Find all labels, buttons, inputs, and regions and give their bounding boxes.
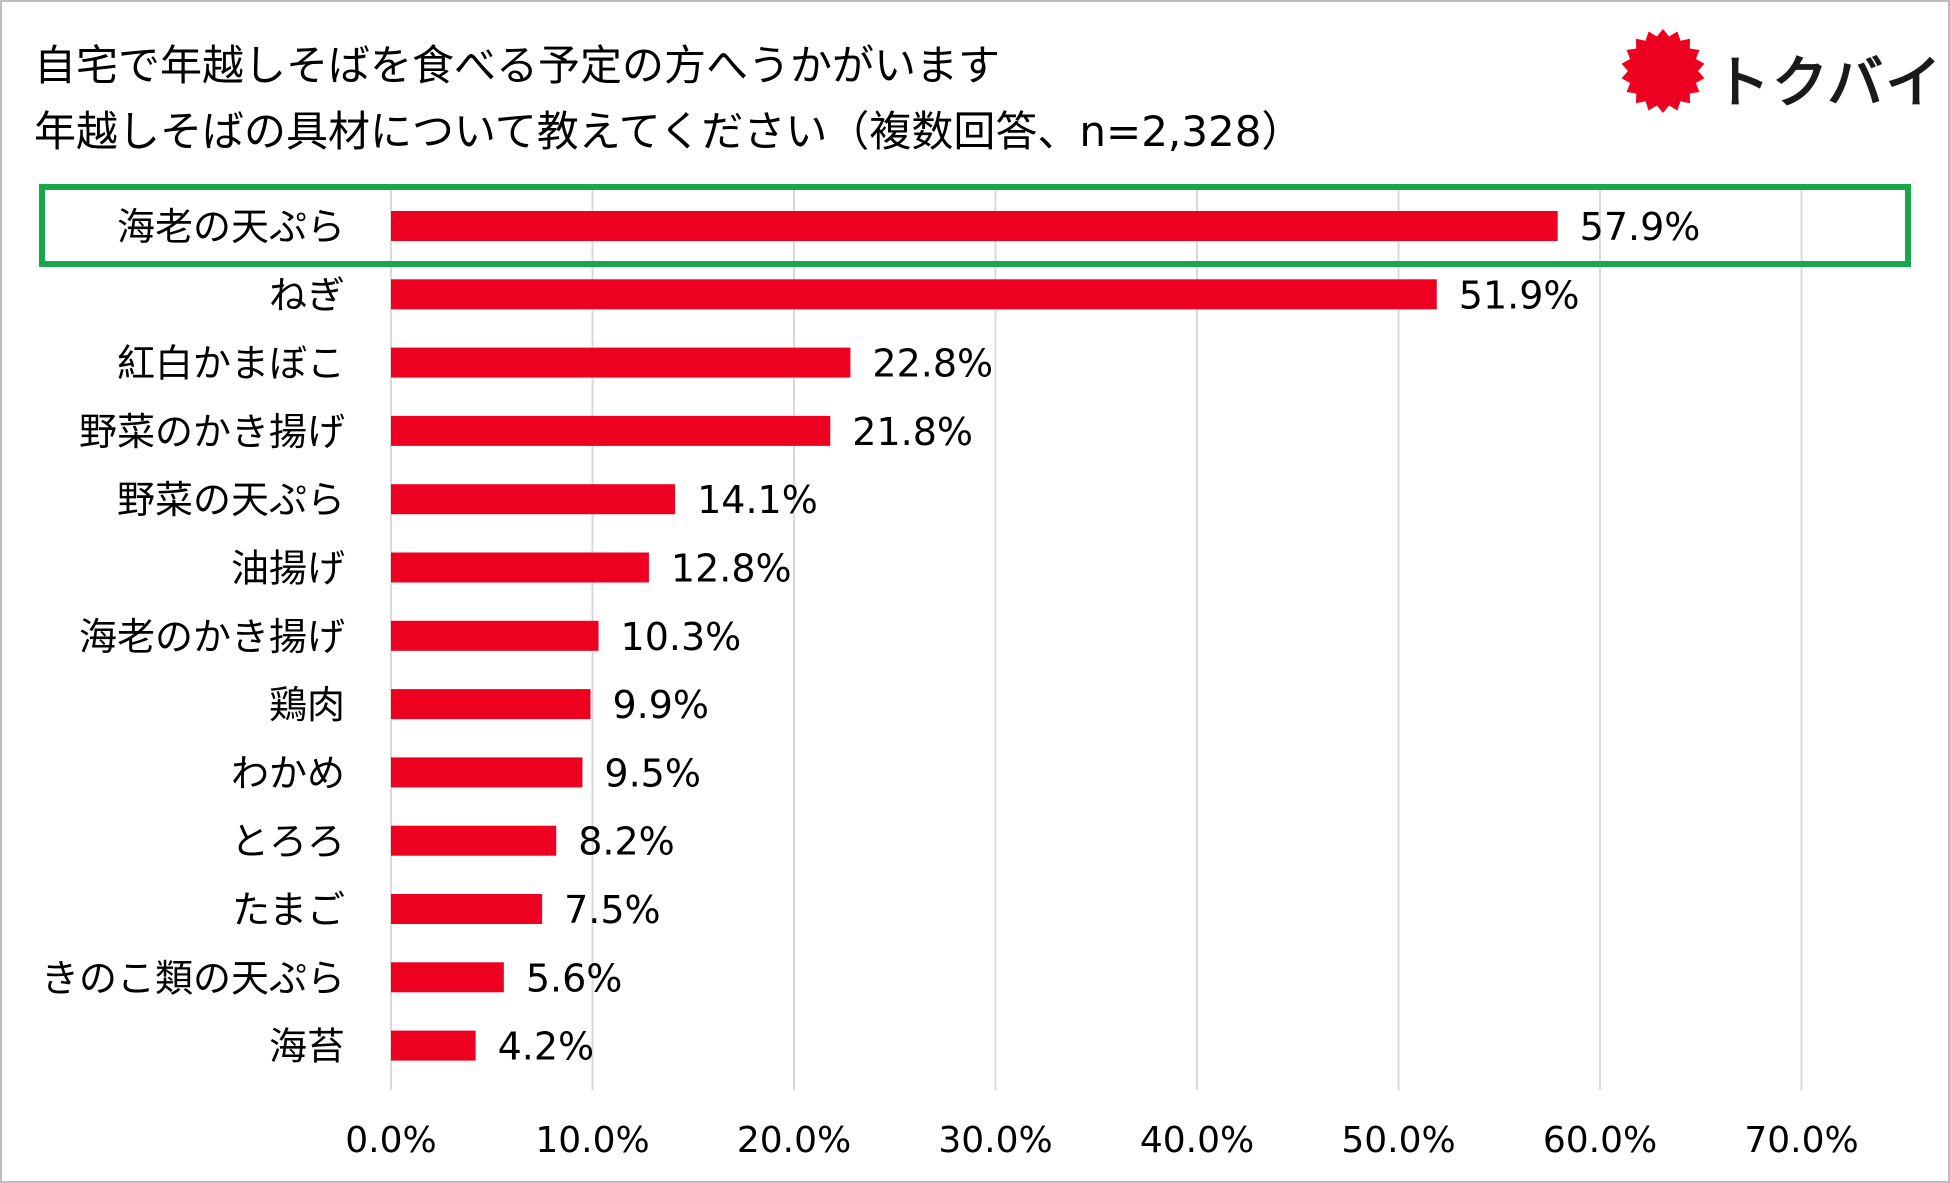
value-label: 4.2% [498, 1025, 595, 1069]
bar [391, 279, 1437, 310]
x-tick-label: 60.0% [1543, 1120, 1657, 1161]
bar [391, 211, 1558, 241]
bar [391, 825, 557, 856]
value-label: 9.9% [612, 683, 709, 727]
value-label: 51.9% [1459, 273, 1580, 317]
category-label: きのこ類の天ぷら [41, 956, 345, 1000]
value-label: 5.6% [526, 956, 623, 1000]
category-label: 鶏肉 [269, 683, 345, 727]
logo-text: トクバイ [1714, 51, 1944, 116]
value-label: 12.8% [671, 547, 792, 591]
value-label: 57.9% [1580, 205, 1701, 249]
bar [391, 484, 676, 515]
x-tick-label: 20.0% [737, 1120, 851, 1161]
value-label: 10.3% [621, 615, 742, 659]
bar [391, 620, 599, 651]
chart-title-line-1: 自宅で年越しそばを食べる予定の方へうかがいます [34, 41, 1001, 90]
bar [391, 1030, 476, 1061]
bar [391, 552, 649, 583]
bar [391, 757, 583, 788]
category-label: 海苔 [269, 1025, 345, 1069]
x-tick-label: 40.0% [1140, 1120, 1254, 1161]
bar [391, 347, 851, 378]
value-label: 14.1% [697, 478, 818, 522]
bar [391, 894, 543, 924]
chart-title-line-2: 年越しそばの具材について教えてください（複数回答、n=2,328） [34, 107, 1304, 156]
brand-logo: トクバイ [1618, 28, 1941, 118]
bar [391, 962, 504, 993]
category-label: とろろ [231, 820, 345, 864]
x-tick-label: 0.0% [345, 1120, 436, 1161]
category-label: わかめ [231, 751, 345, 795]
x-tick-label: 70.0% [1744, 1120, 1858, 1161]
starburst-icon [1621, 29, 1705, 113]
value-label: 21.8% [852, 410, 973, 454]
highlight-box [39, 184, 1911, 267]
x-tick-label: 30.0% [938, 1120, 1052, 1161]
value-label: 22.8% [872, 342, 993, 386]
value-label: 7.5% [564, 888, 661, 932]
category-label: 野菜のかき揚げ [79, 410, 345, 454]
category-label: 紅白かまぼこ [117, 342, 345, 386]
value-label: 8.2% [578, 820, 675, 864]
value-label: 9.5% [604, 751, 701, 795]
bar [391, 689, 591, 720]
category-label: 野菜の天ぷら [117, 478, 345, 522]
category-label: 海老のかき揚げ [79, 615, 345, 659]
category-label: たまご [232, 888, 345, 932]
bar [391, 415, 831, 446]
x-tick-label: 10.0% [535, 1120, 649, 1161]
x-tick-label: 50.0% [1341, 1120, 1455, 1161]
category-label: 海老の天ぷら [117, 205, 345, 249]
category-label: ねぎ [269, 273, 345, 317]
category-label: 油揚げ [231, 547, 345, 591]
